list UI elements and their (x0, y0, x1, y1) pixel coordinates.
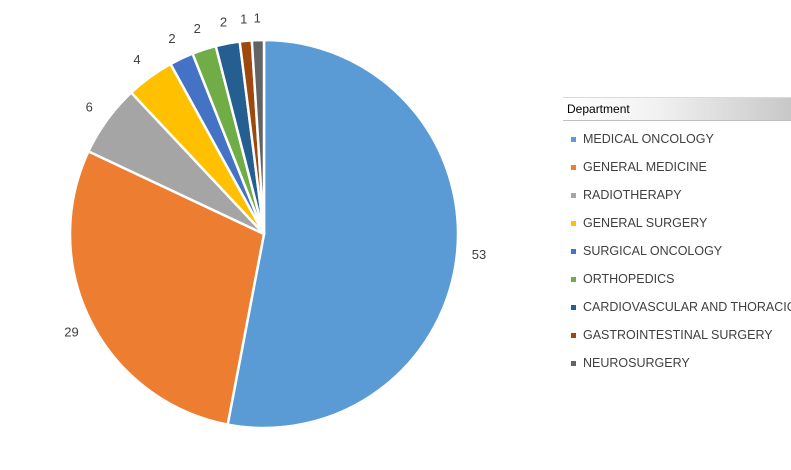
legend-item-neurosurgery: NEUROSURGERY (563, 349, 791, 377)
data-label-radiotherapy: 6 (86, 100, 93, 115)
legend-item-medical-oncology: MEDICAL ONCOLOGY (563, 125, 791, 153)
legend-label: CARDIOVASCULAR AND THORACIC (583, 300, 791, 314)
data-label-general-medicine: 29 (64, 325, 78, 340)
legend-swatch (571, 248, 576, 254)
legend-label: ORTHOPEDICS (583, 272, 675, 286)
legend-item-orthopedics: ORTHOPEDICS (563, 265, 791, 293)
legend-item-radiotherapy: RADIOTHERAPY (563, 181, 791, 209)
legend-label: GENERAL SURGERY (583, 216, 708, 230)
legend-item-general-surgery: GENERAL SURGERY (563, 209, 791, 237)
legend-label: RADIOTHERAPY (583, 188, 682, 202)
legend-swatch (571, 332, 576, 338)
data-label-cardiovascular-and-thoracic: 2 (220, 14, 227, 29)
legend-swatch (571, 360, 576, 366)
legend: Department MEDICAL ONCOLOGY GENERAL MEDIC… (563, 97, 791, 377)
legend-swatch (571, 276, 576, 282)
legend-swatch (571, 304, 576, 310)
pie-slice-general-medicine (68, 150, 266, 426)
legend-item-gastrointestinal-surgery: GASTROINTESTINAL SURGERY (563, 321, 791, 349)
data-label-neurosurgery: 1 (254, 11, 261, 26)
legend-label: NEUROSURGERY (583, 356, 690, 370)
legend-label: MEDICAL ONCOLOGY (583, 132, 714, 146)
legend-label: GASTROINTESTINAL SURGERY (583, 328, 773, 342)
data-label-orthopedics: 2 (194, 21, 201, 36)
legend-swatch (571, 164, 576, 170)
legend-item-general-medicine: GENERAL MEDICINE (563, 153, 791, 181)
pie-slice-medical-oncology (226, 38, 460, 430)
legend-title: Department (563, 97, 791, 121)
legend-swatch (571, 220, 576, 226)
legend-item-surgical-oncology: SURGICAL ONCOLOGY (563, 237, 791, 265)
legend-item-cardiovascular-and-thoracic: CARDIOVASCULAR AND THORACIC (563, 293, 791, 321)
legend-swatch (571, 192, 576, 198)
data-label-gastrointestinal-surgery: 1 (240, 12, 247, 27)
pie-slices (68, 38, 460, 430)
data-label-general-surgery: 4 (133, 52, 140, 67)
data-label-surgical-oncology: 2 (168, 31, 175, 46)
legend-label: GENERAL MEDICINE (583, 160, 707, 174)
legend-swatch (571, 136, 576, 142)
legend-label: SURGICAL ONCOLOGY (583, 244, 723, 258)
pie-slice-neurosurgery (250, 38, 266, 236)
legend-items: MEDICAL ONCOLOGY GENERAL MEDICINE RADIOTHE… (563, 125, 791, 377)
data-label-medical-oncology: 53 (472, 247, 486, 262)
